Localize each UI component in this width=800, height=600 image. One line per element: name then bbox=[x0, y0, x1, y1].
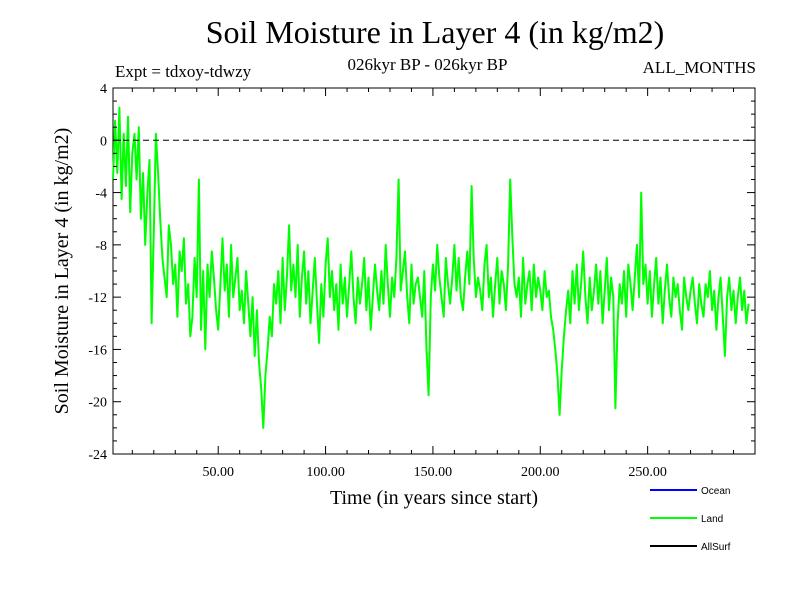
experiment-label: Expt = tdxoy-tdwzy bbox=[115, 62, 252, 81]
y-tick-label: 0 bbox=[100, 134, 107, 149]
y-tick-label: -12 bbox=[88, 291, 107, 306]
legend-label-land: Land bbox=[701, 514, 723, 525]
x-tick-label: 250.00 bbox=[628, 465, 667, 480]
legend-label-allsurf: AllSurf bbox=[701, 542, 731, 553]
chart-title: Soil Moisture in Layer 4 (in kg/m2) bbox=[205, 14, 665, 50]
x-tick-label: 100.00 bbox=[306, 465, 345, 480]
period-label: 026kyr BP - 026kyr BP bbox=[347, 55, 508, 74]
y-tick-label: -8 bbox=[95, 239, 107, 254]
y-tick-label: -16 bbox=[88, 343, 107, 358]
series-line-land bbox=[112, 106, 750, 429]
x-tick-label: 50.00 bbox=[202, 465, 234, 480]
y-axis-title: Soil Moisture in Layer 4 (in kg/m2) bbox=[51, 128, 73, 415]
series-group bbox=[112, 106, 750, 429]
x-axis-title: Time (in years since start) bbox=[330, 487, 538, 509]
x-tick-label: 150.00 bbox=[414, 465, 453, 480]
months-label: ALL_MONTHS bbox=[642, 58, 756, 77]
y-tick-label: -4 bbox=[95, 187, 107, 202]
y-tick-label: 4 bbox=[100, 82, 107, 97]
axes-group: 4 0 -4 -8 -12 -16 -20 -24 50.00 100.00 150.00 200.0… bbox=[88, 82, 756, 480]
x-tick-label: 200.00 bbox=[521, 465, 560, 480]
y-tick-label: -20 bbox=[88, 396, 107, 411]
legend-label-ocean: Ocean bbox=[701, 486, 730, 497]
y-tick-label: -24 bbox=[88, 448, 107, 463]
legend: Ocean Land AllSurf bbox=[650, 486, 731, 553]
